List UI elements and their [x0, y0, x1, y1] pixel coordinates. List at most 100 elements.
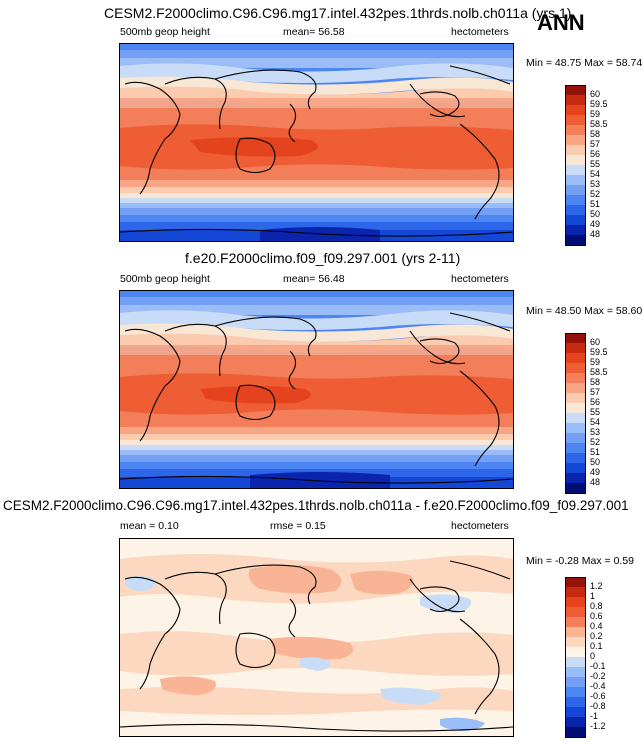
- panel-top-mean: mean= 56.58: [283, 26, 345, 38]
- colorbar-swatch: [565, 627, 586, 637]
- colorbar-swatch: [565, 135, 586, 145]
- colorbar-swatch: [565, 353, 586, 363]
- colorbar-swatch: [565, 697, 586, 707]
- colorbar-top-border: [565, 333, 586, 334]
- colorbar-swatch: [565, 175, 586, 185]
- colorbar-swatch: [565, 597, 586, 607]
- colorbar-tick-label: -0.4: [590, 681, 606, 691]
- colorbar-tick-label: 57: [590, 387, 601, 397]
- panel-middle-mean-label: mean=: [283, 273, 316, 285]
- panel-middle-coastlines: [120, 312, 513, 484]
- colorbar-swatch: [565, 647, 586, 657]
- colorbar-tick-label: 0.4: [590, 621, 603, 631]
- colorbar-swatch: [565, 383, 586, 393]
- panel-bottom-rmse-label: rmse =: [270, 520, 303, 532]
- colorbar-tick-label: 50: [590, 457, 601, 467]
- colorbar-top-border: [565, 577, 586, 578]
- colorbar-tick-label: 59: [590, 357, 601, 367]
- panel-bottom-minmax: Min = -0.28 Max = 0.59: [526, 555, 634, 567]
- panel-top-mean-label: mean=: [283, 26, 316, 38]
- colorbar-tick-label: 58: [590, 129, 601, 139]
- colorbar-tick-label: 52: [590, 437, 601, 447]
- colorbar-tick-label: 51: [590, 199, 601, 209]
- panel-bottom-min-value: -0.28: [554, 555, 579, 567]
- panel-middle-min-label: Min =: [526, 305, 552, 317]
- colorbar-swatch: [565, 225, 586, 235]
- panel-bottom-map-svg: [120, 539, 513, 736]
- colorbar-swatch: [565, 717, 586, 727]
- colorbar-tick-label: -0.1: [590, 661, 606, 671]
- panel-top-coastlines: [120, 65, 513, 237]
- colorbar-tick-label: -0.8: [590, 701, 606, 711]
- colorbar-tick-label: 56: [590, 397, 601, 407]
- panel-bottom-mean-label: mean =: [120, 520, 156, 532]
- panel-top-minmax: Min = 48.75 Max = 58.74: [526, 57, 642, 69]
- panel-middle-map: [119, 290, 514, 489]
- colorbar-tick-label: 58.5: [590, 367, 608, 377]
- panel-bottom-min-label: Min =: [526, 555, 552, 567]
- colorbar-swatch: [565, 215, 586, 225]
- colorbar-tick-label: 0.8: [590, 601, 603, 611]
- colorbar-tick-label: 58: [590, 377, 601, 387]
- colorbar-swatch: [565, 403, 586, 413]
- colorbar-tick-label: 59.5: [590, 347, 608, 357]
- colorbar-tick-label: 59: [590, 109, 601, 119]
- panel-top-min-value: 48.75: [554, 57, 582, 69]
- colorbar-tick-label: 55: [590, 407, 601, 417]
- panel-middle-units: hectometers: [451, 273, 509, 285]
- colorbar-tick-label: 49: [590, 467, 601, 477]
- colorbar-tick-label: 59.5: [590, 99, 608, 109]
- colorbar-tick-label: 48: [590, 477, 601, 487]
- panel-bottom-units: hectometers: [451, 520, 509, 532]
- colorbar-swatch: [565, 473, 586, 483]
- colorbar-swatch: [565, 413, 586, 423]
- panel-top-map-svg: [120, 44, 513, 241]
- colorbar-swatch: [565, 393, 586, 403]
- panel-middle-mean-value: 56.48: [318, 273, 345, 285]
- colorbar-swatch: [565, 115, 586, 125]
- colorbar-tick-label: 53: [590, 427, 601, 437]
- colorbar-swatch: [565, 373, 586, 383]
- panel-bottom-map: [119, 538, 514, 737]
- colorbar-tick-label: 52: [590, 189, 601, 199]
- panel-top-title: CESM2.F2000climo.C96.C96.mg17.intel.432p…: [104, 5, 572, 21]
- colorbar-top-border: [565, 85, 586, 86]
- colorbar-swatch: [565, 667, 586, 677]
- colorbar-swatch: [565, 155, 586, 165]
- colorbar-tick-label: 49: [590, 219, 601, 229]
- colorbar-swatch: [565, 85, 586, 95]
- colorbar-swatch: [565, 333, 586, 343]
- colorbar-swatch: [565, 483, 586, 494]
- colorbar-swatch: [565, 185, 586, 195]
- colorbar-swatch: [565, 677, 586, 687]
- colorbar-tick-label: 60: [590, 89, 601, 99]
- colorbar-swatch: [565, 235, 586, 246]
- panel-middle-title: f.e20.F2000climo.f09_f09.297.001 (yrs 2-…: [185, 250, 461, 266]
- colorbar-tick-label: 58.5: [590, 119, 608, 129]
- colorbar-swatch: [565, 423, 586, 433]
- panel-top-map: [119, 43, 514, 242]
- colorbar-tick-label: 0.2: [590, 631, 603, 641]
- panel-bottom-mean-value: 0.10: [158, 520, 179, 532]
- panel-bottom-coastlines: [120, 560, 513, 732]
- colorbar-tick-label: 60: [590, 337, 601, 347]
- colorbar-swatch: [565, 105, 586, 115]
- panel-top-max-label: Max =: [584, 57, 613, 69]
- colorbar-swatch: [565, 205, 586, 215]
- colorbar-swatch: [565, 617, 586, 627]
- panel-middle-minmax: Min = 48.50 Max = 58.60: [526, 305, 642, 317]
- panel-top-variable: 500mb geop height: [120, 26, 210, 38]
- colorbar-swatch: [565, 165, 586, 175]
- colorbar-tick-label: 0.6: [590, 611, 603, 621]
- season-label: ANN: [537, 10, 585, 35]
- panel-bottom-title: CESM2.F2000climo.C96.C96.mg17.intel.432p…: [3, 498, 629, 513]
- panel-bottom-max-value: 0.59: [613, 555, 634, 567]
- colorbar-tick-label: 57: [590, 139, 601, 149]
- colorbar-tick-label: 0: [590, 651, 596, 661]
- panel-middle-variable: 500mb geop height: [120, 273, 210, 285]
- panel-middle-mean: mean= 56.48: [283, 273, 345, 285]
- colorbar-tick-label: 53: [590, 179, 601, 189]
- colorbar-swatch: [565, 587, 586, 597]
- panel-bottom-mean: mean = 0.10: [120, 520, 179, 532]
- colorbar-swatch: [565, 145, 586, 155]
